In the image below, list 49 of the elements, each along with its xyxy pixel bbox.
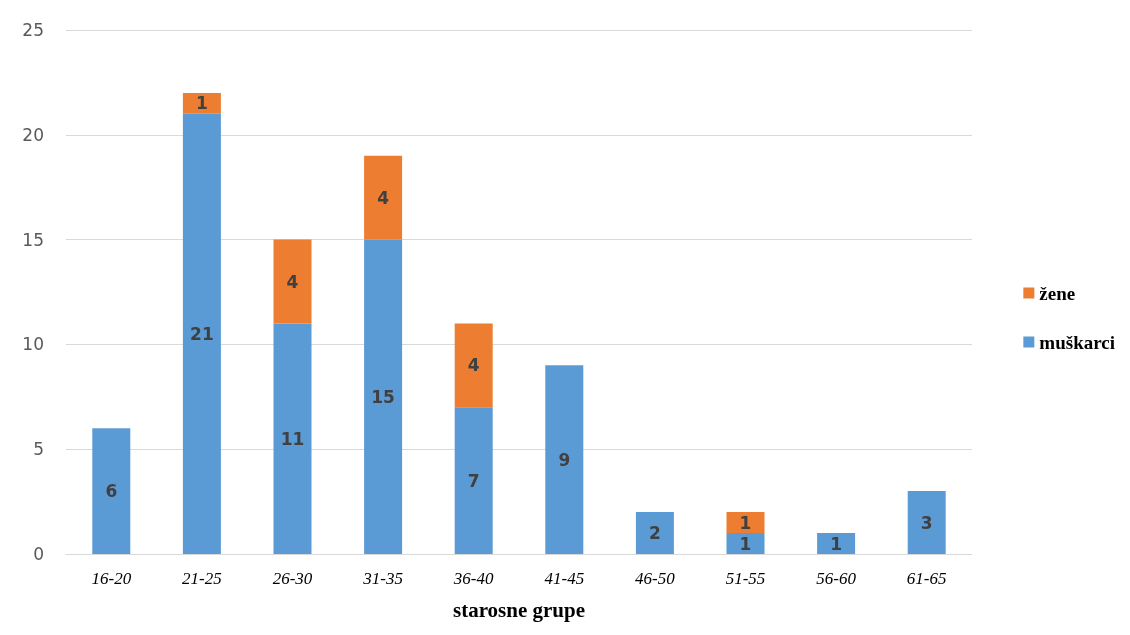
- data-label: 3: [920, 512, 933, 533]
- data-label: 9: [558, 449, 571, 470]
- x-tick-label: 26-30: [272, 569, 313, 588]
- x-tick-label: 36-40: [452, 569, 495, 588]
- x-tick-label: 16-20: [91, 569, 132, 588]
- data-label: 4: [467, 355, 480, 376]
- data-label: 1: [195, 93, 208, 114]
- data-label: 1: [739, 512, 752, 533]
- bar: [726, 512, 765, 534]
- data-label: 2: [648, 523, 661, 544]
- data-label: 4: [377, 187, 390, 208]
- y-tick-label: 25: [22, 20, 44, 40]
- data-label: 4: [286, 271, 299, 292]
- bar: [635, 512, 674, 554]
- bar: [273, 239, 312, 324]
- y-tick-label: 10: [22, 334, 44, 355]
- bar: [364, 155, 403, 240]
- x-tick-label: 31-35: [362, 569, 403, 588]
- y-tick-label: 20: [22, 124, 44, 145]
- legend-label: žene: [1039, 282, 1076, 304]
- x-tick-label: 46-50: [635, 569, 676, 588]
- x-tick-label: 61-65: [906, 569, 947, 588]
- data-label: 1: [830, 533, 843, 554]
- legend-label: muškarci: [1039, 331, 1116, 353]
- x-tick-label: 56-60: [816, 569, 857, 588]
- data-label: 6: [105, 481, 118, 502]
- bar: [273, 323, 312, 554]
- y-tick-label: 15: [22, 229, 44, 250]
- x-tick-label: 21-25: [182, 569, 222, 588]
- bar: [454, 407, 493, 554]
- bar: [726, 533, 765, 554]
- bar: [545, 365, 584, 554]
- data-label: 21: [190, 323, 214, 344]
- bar: [92, 428, 131, 554]
- x-tick-label: 51-55: [725, 569, 766, 588]
- data-label: 11: [280, 428, 305, 449]
- x-axis-title: starosne grupe: [452, 597, 586, 622]
- y-tick-label: 0: [33, 544, 44, 564]
- data-label: 1: [739, 533, 752, 554]
- x-tick-label: 41-45: [544, 569, 585, 588]
- bar: [182, 92, 221, 114]
- data-label: 7: [467, 470, 480, 491]
- bar: [817, 533, 856, 554]
- data-label: 15: [371, 386, 395, 407]
- bar: [182, 113, 221, 554]
- y-tick-label: 5: [33, 439, 44, 460]
- bar: [454, 323, 493, 408]
- bar: [364, 239, 403, 554]
- bar: [907, 491, 946, 554]
